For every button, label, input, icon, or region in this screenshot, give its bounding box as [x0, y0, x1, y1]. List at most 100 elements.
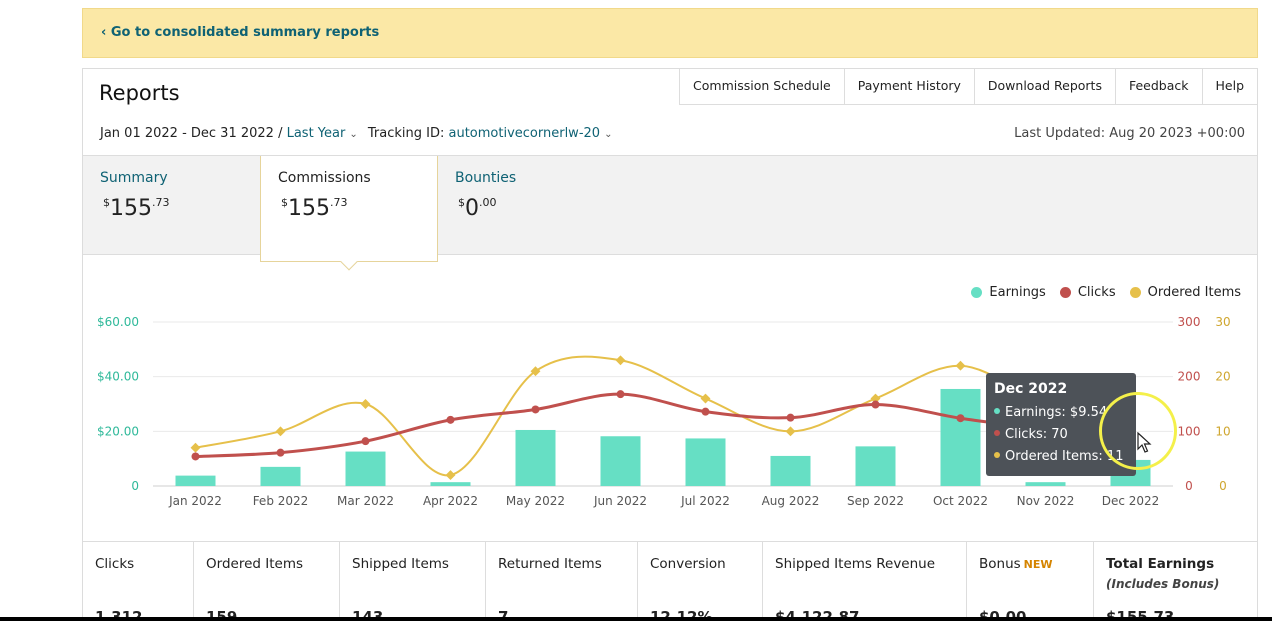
earnings-bar [260, 466, 301, 486]
ordered-items-point [955, 360, 966, 371]
stat-ordered-items: Ordered Items 159 [193, 542, 339, 621]
summary-tabs: Summary $155.73 Commissions $155.73 Boun… [83, 155, 1257, 271]
x-axis-label: Dec 2022 [1102, 494, 1160, 508]
chevron-down-icon[interactable]: ⌄ [604, 129, 613, 140]
screen-bottom-edge [0, 617, 1272, 621]
ordered-items-point [360, 399, 371, 409]
chart-plot: 0 0 0 $20.00 100 10 $40.00 200 20 $60.00 300 30 Jan … [97, 315, 1231, 508]
clicks-point [191, 452, 200, 461]
ordered-items-dot-icon [1129, 287, 1141, 298]
earnings-bar [430, 482, 471, 486]
help-link[interactable]: Help [1201, 69, 1258, 104]
tab-summary[interactable]: Summary $155.73 [83, 156, 259, 256]
stat-returned-items: Returned Items 7 [485, 542, 637, 621]
y-right-clicks-tick-label: 0 [1185, 479, 1193, 493]
tab-summary-label: Summary [100, 170, 168, 186]
clicks-point [531, 405, 540, 414]
tab-commissions-value: $155.73 [281, 196, 348, 221]
x-axis-label: Oct 2022 [933, 494, 988, 508]
consolidated-banner: ‹ Go to consolidated summary reports [82, 8, 1258, 58]
ordered-items-point [530, 366, 541, 377]
clicks-point [786, 413, 795, 422]
earnings-bar [940, 388, 981, 486]
y-left-tick-label: $20.00 [97, 424, 139, 438]
x-axis-label: Jul 2022 [680, 494, 730, 508]
legend-clicks[interactable]: Clicks [1059, 285, 1116, 300]
earnings-bar [1025, 482, 1066, 486]
x-axis-label: Mar 2022 [337, 494, 394, 508]
y-right-clicks-tick-label: 100 [1178, 424, 1201, 438]
tooltip-earnings: Earnings: $9.54 [994, 402, 1128, 424]
tracking-label: Tracking ID: [367, 126, 445, 141]
y-right-ordered-tick-label: 10 [1215, 424, 1230, 438]
x-axis-label: Aug 2022 [762, 494, 820, 508]
chart-legend: Earnings Clicks Ordered Items [957, 285, 1241, 300]
tooltip-title: Dec 2022 [994, 381, 1068, 397]
top-nav: Commission Schedule Payment History Down… [679, 69, 1257, 105]
legend-ordered-items[interactable]: Ordered Items [1129, 285, 1241, 300]
mouse-cursor-icon [1137, 432, 1152, 453]
tracking-id-dropdown[interactable]: automotivecornerlw-20 [448, 126, 601, 141]
y-left-tick-label: $40.00 [97, 370, 139, 384]
x-axis-label: Feb 2022 [253, 494, 309, 508]
stats-row: Clicks 1,312 Ordered Items 159 Shipped Ite… [83, 541, 1257, 621]
stat-conversion: Conversion 12.12% [637, 542, 762, 621]
earnings-bar [600, 436, 641, 486]
y-left-tick-label: 0 [131, 479, 139, 493]
ordered-items-point [615, 355, 626, 366]
earnings-chart: Earnings Clicks Ordered Items 0 0 0 $20.00 1… [83, 255, 1257, 535]
tab-bounties[interactable]: Bounties $0.00 [438, 156, 614, 256]
tab-bounties-label: Bounties [455, 170, 517, 186]
x-axis-label: Nov 2022 [1017, 494, 1075, 508]
reports-card: Reports Commission Schedule Payment Hist… [82, 68, 1258, 621]
tab-summary-value: $155.73 [103, 196, 170, 221]
stat-bonus: Bonus NEW $0.00 [966, 542, 1093, 621]
clicks-point [701, 407, 710, 416]
ordered-items-point [190, 442, 201, 453]
y-right-ordered-tick-label: 0 [1219, 479, 1227, 493]
ordered-items-point [700, 393, 711, 404]
filter-bar: Jan 01 2022 - Dec 31 2022 / Last Year ⌄ T… [100, 126, 618, 141]
tab-commissions[interactable]: Commissions $155.73 [260, 156, 438, 271]
clicks-line [195, 392, 1131, 458]
tooltip-clicks: Clicks: 70 [994, 424, 1128, 446]
clicks-point [616, 390, 625, 399]
x-axis-label: Jun 2022 [593, 494, 647, 508]
earnings-dot-icon [971, 287, 983, 298]
ordered-items-point [785, 426, 796, 437]
earnings-bar [515, 429, 556, 486]
y-left-tick-label: $60.00 [97, 315, 139, 329]
tab-commissions-label: Commissions [278, 170, 371, 186]
x-axis-label: Sep 2022 [847, 494, 904, 508]
last-updated: Last Updated: Aug 20 2023 +00:00 [1014, 126, 1245, 141]
earnings-bar [685, 438, 726, 486]
clicks-dot-icon [1059, 287, 1071, 298]
legend-earnings[interactable]: Earnings [971, 285, 1046, 300]
stat-shipped-items: Shipped Items 143 [339, 542, 485, 621]
ordered-items-point [870, 393, 881, 404]
payment-history-link[interactable]: Payment History [843, 69, 974, 104]
x-axis-label: Jan 2022 [168, 494, 222, 508]
new-badge: NEW [1023, 558, 1053, 571]
clicks-point [446, 415, 455, 424]
stat-clicks: Clicks 1,312 [95, 556, 143, 621]
earnings-bar [345, 451, 386, 486]
y-right-clicks-tick-label: 200 [1178, 370, 1201, 384]
download-reports-link[interactable]: Download Reports [973, 69, 1115, 104]
cursor-highlight [1099, 392, 1177, 470]
tab-bounties-value: $0.00 [458, 196, 497, 221]
ordered-items-point [275, 426, 286, 437]
ordered-items-point [445, 470, 456, 481]
clicks-point [361, 437, 370, 446]
clicks-point [871, 400, 880, 409]
page-title: Reports [99, 81, 180, 105]
period-dropdown[interactable]: Last Year [286, 126, 346, 141]
earnings-bar [770, 455, 811, 486]
y-right-ordered-tick-label: 30 [1215, 315, 1230, 329]
x-axis-label: May 2022 [506, 494, 565, 508]
stat-total-earnings: Total Earnings (Includes Bonus) $155.73 [1093, 542, 1257, 621]
consolidated-summary-link[interactable]: ‹ Go to consolidated summary reports [101, 25, 380, 40]
commission-schedule-link[interactable]: Commission Schedule [693, 78, 831, 93]
feedback-link[interactable]: Feedback [1114, 69, 1202, 104]
chevron-down-icon[interactable]: ⌄ [349, 129, 358, 140]
